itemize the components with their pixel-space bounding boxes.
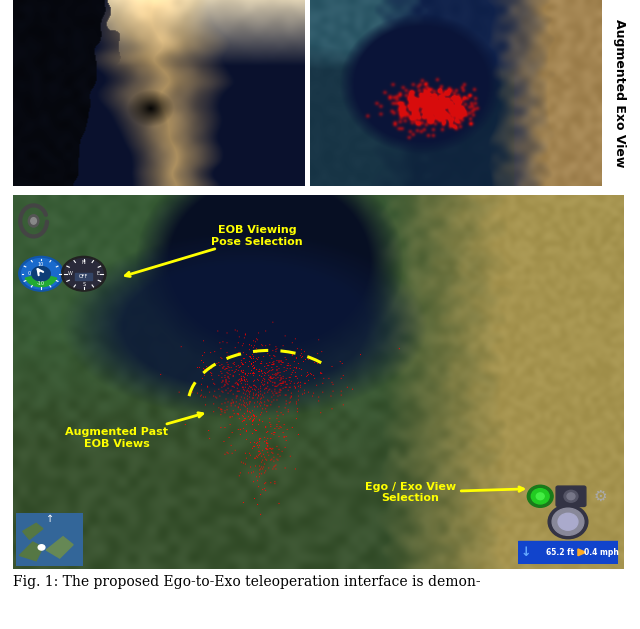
Circle shape — [552, 508, 584, 535]
Text: 10: 10 — [38, 262, 44, 267]
Wedge shape — [32, 267, 51, 281]
Bar — [518, 542, 618, 562]
Circle shape — [548, 504, 588, 538]
Circle shape — [64, 259, 103, 289]
Text: ⚙: ⚙ — [594, 489, 607, 504]
Text: -10: -10 — [37, 281, 45, 286]
Polygon shape — [46, 537, 73, 558]
Circle shape — [527, 485, 553, 508]
Circle shape — [61, 257, 106, 291]
Wedge shape — [26, 274, 57, 287]
Text: ↑: ↑ — [45, 514, 54, 524]
Circle shape — [536, 493, 544, 499]
Text: W: W — [67, 271, 72, 276]
Text: EOB Viewing
Pose Selection: EOB Viewing Pose Selection — [125, 225, 303, 277]
Circle shape — [38, 545, 45, 550]
Text: E: E — [96, 271, 99, 276]
Text: Fig. 1: The proposed Ego-to-Exo teleoperation interface is demon-: Fig. 1: The proposed Ego-to-Exo teleoper… — [13, 575, 481, 589]
Text: 65.2 ft: 65.2 ft — [546, 548, 574, 557]
Text: N: N — [82, 260, 86, 265]
Circle shape — [564, 491, 578, 502]
Polygon shape — [578, 549, 586, 556]
FancyBboxPatch shape — [556, 486, 586, 506]
Text: Egocentric View: Egocentric View — [0, 36, 1, 149]
Circle shape — [567, 493, 575, 499]
Circle shape — [31, 218, 36, 224]
Circle shape — [19, 257, 63, 291]
Text: Ego / Exo View
Selection: Ego / Exo View Selection — [365, 482, 524, 503]
Text: S: S — [82, 282, 85, 287]
Text: ↓: ↓ — [521, 546, 532, 559]
Circle shape — [22, 259, 61, 289]
Text: Augmented Past
EOB Views: Augmented Past EOB Views — [65, 413, 203, 449]
Text: Augmented Exo View: Augmented Exo View — [613, 19, 627, 167]
Text: OFF: OFF — [79, 274, 88, 279]
Polygon shape — [19, 542, 43, 561]
Text: 0: 0 — [28, 271, 31, 276]
Text: 0.4 mph: 0.4 mph — [584, 548, 619, 557]
Polygon shape — [23, 523, 43, 540]
Circle shape — [558, 513, 578, 530]
Circle shape — [531, 489, 549, 504]
Bar — [76, 273, 92, 281]
Circle shape — [28, 214, 39, 227]
